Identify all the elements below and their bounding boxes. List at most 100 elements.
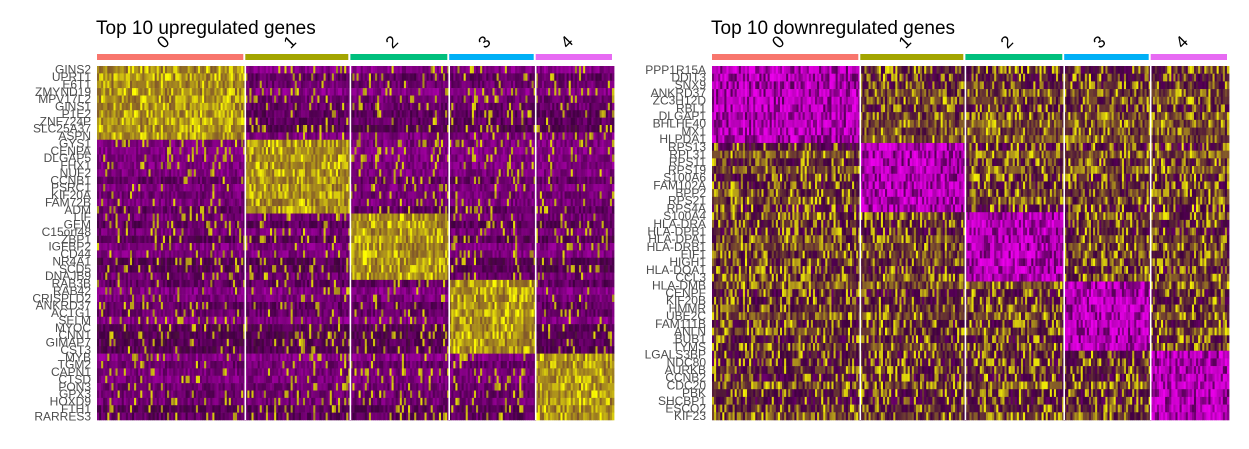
heatmap-cell (313, 95, 316, 104)
heatmap-cell (325, 95, 329, 104)
heatmap-cell (562, 66, 565, 74)
heatmap-cell (296, 161, 300, 170)
heatmap-cell (216, 132, 219, 141)
heatmap-cell (451, 117, 454, 126)
heatmap-cell (611, 132, 615, 141)
heatmap-cell (272, 95, 275, 104)
heatmap-cell (224, 147, 228, 155)
heatmap-cell (222, 102, 226, 111)
heatmap-cell (486, 117, 489, 126)
heatmap-cell (511, 95, 514, 104)
heatmap-cell (397, 66, 401, 74)
heatmap-cell (142, 88, 145, 96)
heatmap-cell (420, 110, 423, 118)
heatmap-cell (445, 132, 448, 141)
heatmap-cell (255, 132, 259, 141)
heatmap-cell (385, 139, 388, 148)
heatmap-cell (226, 125, 230, 133)
heatmap-cell (183, 161, 186, 170)
heatmap-cell (593, 139, 596, 148)
heatmap-cell (566, 132, 570, 141)
heatmap-cell (119, 88, 123, 96)
heatmap-cell (527, 73, 530, 82)
heatmap-cell (340, 80, 343, 89)
heatmap-cell (403, 110, 407, 118)
heatmap-cell (300, 88, 304, 96)
heatmap-cell (459, 110, 462, 118)
heatmap-cell (469, 95, 473, 104)
heatmap-cell (589, 95, 592, 104)
heatmap-cell (319, 132, 322, 141)
heatmap-cell (288, 95, 292, 104)
heatmap-cell (288, 161, 292, 170)
heatmap-cell (270, 66, 273, 74)
heatmap-cell (340, 161, 343, 170)
heatmap-cell (486, 73, 489, 82)
heatmap-cell (410, 66, 413, 74)
heatmap-cell (550, 88, 553, 96)
heatmap-cell (204, 154, 207, 163)
heatmap-cell (521, 125, 524, 133)
heatmap-cell (313, 147, 316, 155)
heatmap-cell (99, 147, 102, 155)
heatmap-cell (609, 95, 613, 104)
heatmap-cell (529, 110, 533, 118)
heatmap-cell (280, 132, 283, 141)
heatmap-cell (478, 110, 481, 118)
heatmap-cell (144, 117, 147, 126)
heatmap-cell (513, 73, 516, 82)
heatmap-cell (375, 147, 378, 155)
heatmap-cell (257, 125, 261, 133)
heatmap-cell (399, 139, 403, 148)
heatmap-cell (401, 80, 405, 89)
heatmap-cell (337, 125, 341, 133)
heatmap-cell (232, 161, 236, 170)
heatmap-cell (226, 73, 230, 82)
heatmap-cell (294, 147, 298, 155)
heatmap-cell (119, 95, 123, 104)
heatmap-cell (377, 161, 380, 170)
heatmap-cell (169, 139, 172, 148)
heatmap-cell (434, 110, 438, 118)
heatmap-cell (226, 169, 230, 177)
heatmap-cell (183, 102, 186, 111)
heatmap-cell (191, 117, 195, 126)
heatmap-cell (574, 66, 578, 74)
heatmap-cell (247, 154, 250, 163)
heatmap-cell (465, 88, 469, 96)
heatmap-cell (611, 169, 615, 177)
heatmap-cell (228, 139, 232, 148)
heatmap-cell (101, 73, 104, 82)
heatmap-cell (574, 147, 578, 155)
heatmap-cell (560, 132, 563, 141)
heatmap-cell (405, 147, 409, 155)
heatmap-cell (265, 102, 269, 111)
heatmap-cell (597, 117, 600, 126)
heatmap-cell (298, 154, 302, 163)
heatmap-cell (556, 102, 559, 111)
heatmap-cell (560, 139, 563, 148)
heatmap-cell (578, 80, 582, 89)
heatmap-cell (484, 80, 487, 89)
heatmap-cell (457, 80, 460, 89)
heatmap-cell (432, 147, 436, 155)
heatmap-cell (566, 147, 570, 155)
heatmap-cell (478, 102, 481, 111)
heatmap-cell (156, 139, 160, 148)
heatmap-cell (531, 132, 535, 141)
heatmap-cell (346, 161, 349, 170)
heatmap-cell (171, 95, 174, 104)
heatmap-cell (329, 132, 333, 141)
heatmap-cell (420, 125, 423, 133)
heatmap-cell (249, 66, 252, 74)
heatmap-cell (185, 117, 189, 126)
heatmap-cell (278, 110, 281, 118)
heatmap-cell (381, 110, 384, 118)
heatmap-cell (484, 161, 487, 170)
heatmap-cell (438, 154, 442, 163)
heatmap-cell (191, 95, 195, 104)
heatmap-cell (115, 147, 118, 155)
heatmap-cell (539, 110, 543, 118)
heatmap-cell (307, 147, 310, 155)
heatmap-cell (377, 80, 380, 89)
